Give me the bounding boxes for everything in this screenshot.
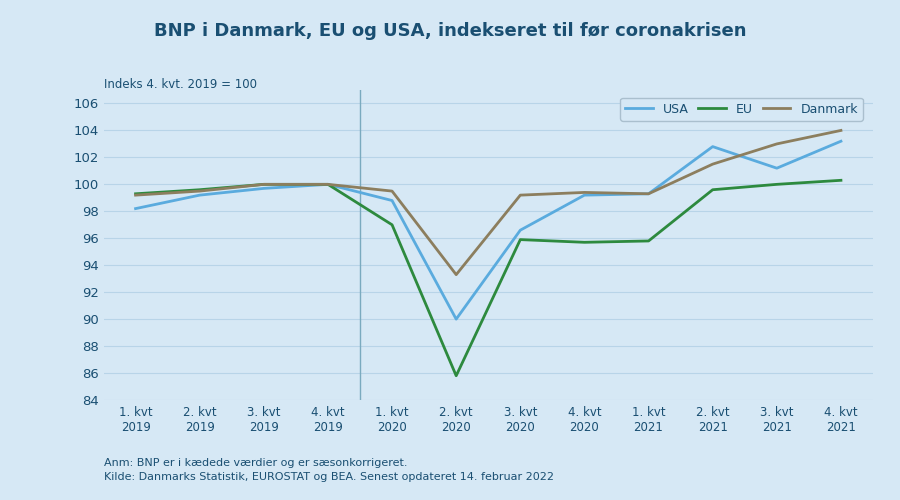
Text: Indeks 4. kvt. 2019 = 100: Indeks 4. kvt. 2019 = 100 xyxy=(104,78,256,90)
Text: Anm: BNP er i kædede værdier og er sæsonkorrigeret.: Anm: BNP er i kædede værdier og er sæson… xyxy=(104,458,407,468)
Legend: USA, EU, Danmark: USA, EU, Danmark xyxy=(620,98,863,121)
Text: BNP i Danmark, EU og USA, indekseret til før coronakrisen: BNP i Danmark, EU og USA, indekseret til… xyxy=(154,22,746,40)
Text: Kilde: Danmarks Statistik, EUROSTAT og BEA. Senest opdateret 14. februar 2022: Kilde: Danmarks Statistik, EUROSTAT og B… xyxy=(104,472,554,482)
